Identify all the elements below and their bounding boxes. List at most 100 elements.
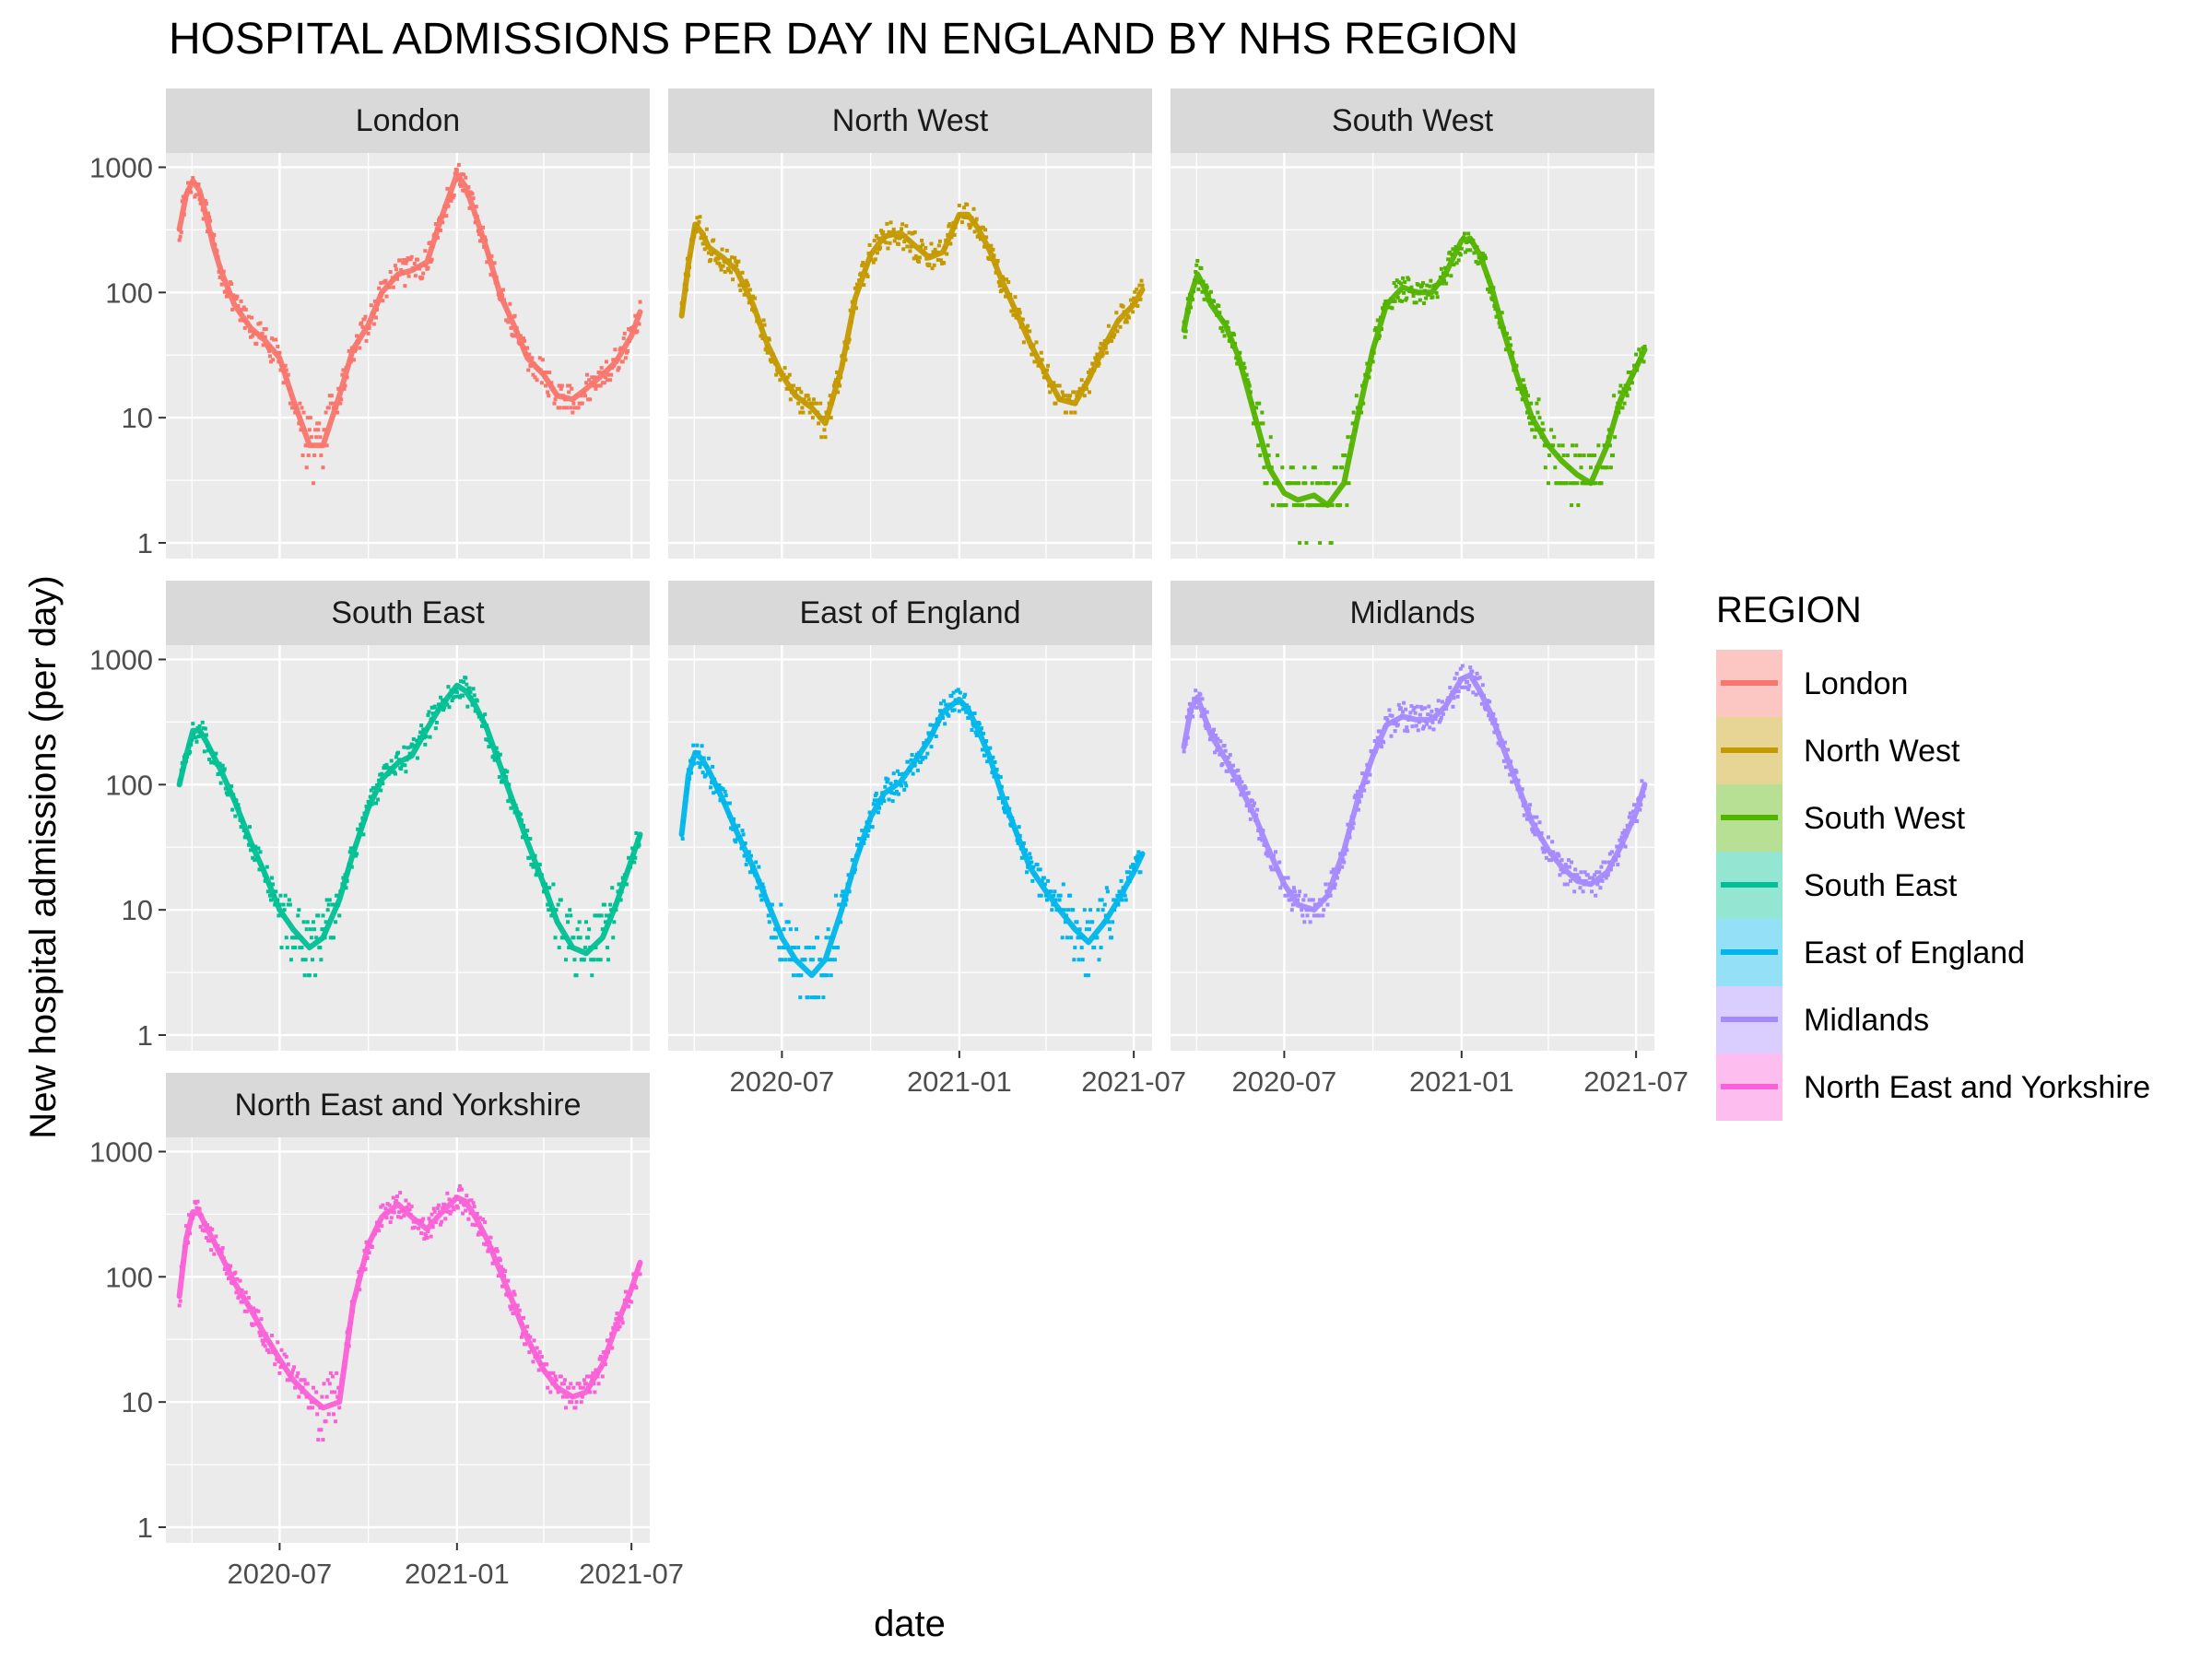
data-point: [809, 401, 814, 406]
data-point: [1025, 870, 1030, 875]
data-point: [359, 321, 364, 325]
data-point: [797, 386, 802, 391]
data-point: [874, 791, 878, 795]
data-point: [891, 771, 896, 776]
data-point: [1626, 371, 1630, 375]
data-point: [238, 1278, 242, 1283]
data-point: [582, 958, 586, 962]
data-point: [1396, 280, 1401, 285]
data-point: [539, 381, 544, 385]
data-point: [618, 1324, 622, 1329]
data-point: [209, 1248, 214, 1253]
data-point: [1475, 671, 1479, 676]
data-point: [1594, 870, 1599, 875]
data-point: [429, 259, 433, 264]
data-point: [569, 1382, 573, 1386]
y-tick-label: 100: [105, 769, 153, 801]
data-point: [1196, 287, 1201, 291]
data-point: [823, 435, 828, 440]
y-tick-label: 1: [137, 1019, 153, 1052]
data-point: [341, 368, 346, 372]
data-point: [401, 763, 406, 768]
data-point: [810, 416, 815, 420]
data-point: [1438, 718, 1442, 723]
data-point: [1579, 465, 1583, 470]
data-point: [483, 1220, 488, 1225]
data-point: [724, 248, 729, 253]
data-point: [229, 784, 234, 789]
data-point: [271, 882, 276, 887]
data-point: [314, 1390, 319, 1394]
data-point: [404, 770, 408, 774]
data-point: [853, 286, 857, 290]
data-point: [1132, 296, 1136, 300]
data-point: [1477, 676, 1482, 680]
data-point: [399, 1215, 404, 1219]
data-point: [249, 848, 253, 853]
data-point: [385, 1202, 390, 1206]
data-point: [1098, 346, 1102, 350]
data-point: [1536, 397, 1541, 402]
data-point: [1098, 898, 1102, 902]
data-point: [319, 1428, 324, 1432]
data-point: [604, 359, 608, 364]
data-point: [901, 247, 906, 252]
legend-item: North East and Yorkshire: [1716, 1053, 2150, 1121]
data-point: [931, 250, 935, 254]
data-point: [606, 958, 611, 962]
data-point: [408, 257, 413, 262]
data-point: [475, 699, 479, 703]
data-point: [191, 722, 195, 726]
data-point: [465, 1194, 469, 1198]
data-point: [585, 1374, 590, 1379]
data-point: [873, 257, 877, 262]
data-point: [296, 913, 300, 918]
data-point: [791, 973, 795, 978]
data-point: [330, 401, 335, 406]
data-point: [556, 902, 560, 907]
data-point: [1309, 503, 1313, 508]
data-point: [865, 272, 869, 276]
data-point: [1393, 729, 1397, 734]
facet-strip: [668, 88, 1152, 153]
data-point: [1546, 481, 1550, 486]
data-point: [418, 730, 423, 735]
data-point: [782, 366, 787, 371]
data-point: [628, 1299, 632, 1303]
data-point: [549, 913, 554, 918]
data-point: [327, 1382, 332, 1386]
data-point: [726, 268, 731, 273]
data-point: [950, 708, 955, 712]
data-point: [329, 1390, 334, 1394]
data-point: [251, 1323, 255, 1327]
data-point: [209, 760, 214, 765]
data-point: [696, 760, 700, 765]
data-point: [428, 735, 432, 739]
data-point: [423, 249, 428, 253]
data-point: [547, 886, 552, 890]
data-point: [1576, 503, 1581, 508]
data-point: [441, 708, 446, 712]
data-point: [1395, 295, 1400, 300]
data-point: [1123, 320, 1127, 324]
data-point: [477, 1216, 482, 1220]
data-point: [327, 898, 332, 902]
data-point: [1362, 788, 1367, 793]
data-point: [1446, 257, 1451, 262]
data-point: [1124, 317, 1128, 322]
data-point: [1100, 908, 1105, 912]
data-point: [737, 283, 742, 288]
data-point: [383, 1206, 388, 1211]
data-point: [586, 935, 591, 940]
data-point: [1313, 503, 1318, 508]
data-point: [239, 1300, 243, 1304]
data-point: [315, 1412, 320, 1417]
data-point: [235, 294, 240, 299]
data-point: [591, 1371, 595, 1375]
data-point: [981, 731, 985, 735]
data-point: [1581, 481, 1585, 486]
data-point: [276, 1340, 280, 1345]
data-point: [406, 256, 410, 261]
data-point: [512, 1292, 517, 1297]
data-point: [384, 1216, 389, 1220]
